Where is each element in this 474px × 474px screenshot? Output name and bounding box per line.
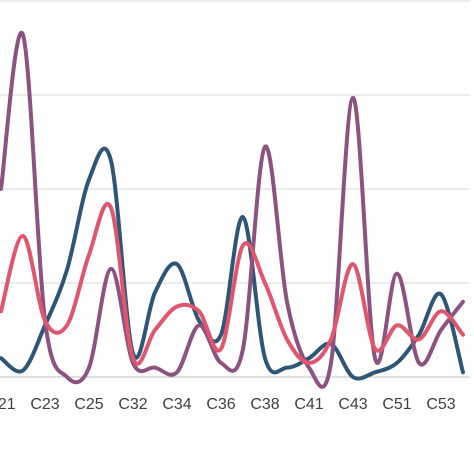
series-line <box>0 202 465 366</box>
x-tick-label: C51 <box>382 396 411 413</box>
series-line <box>0 146 465 381</box>
x-tick-label: C25 <box>74 396 103 413</box>
x-tick-label: C38 <box>250 396 279 413</box>
x-tick-label: C21 <box>0 396 16 413</box>
x-tick-label: C32 <box>118 396 147 413</box>
x-tick-label: C43 <box>338 396 367 413</box>
series-line <box>0 30 465 389</box>
x-tick-label: C36 <box>206 396 235 413</box>
x-tick-label: C53 <box>426 396 455 413</box>
x-tick-label: C41 <box>294 396 323 413</box>
x-tick-label: C34 <box>162 396 191 413</box>
x-tick-label: C23 <box>30 396 59 413</box>
